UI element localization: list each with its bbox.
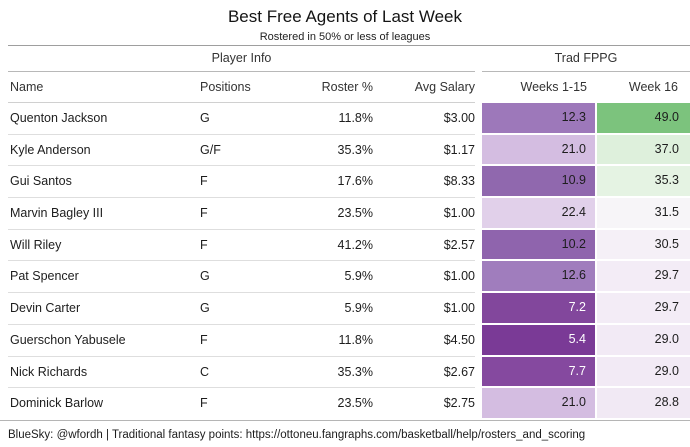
player-name: Marvin Bagley III xyxy=(8,198,200,230)
player-positions: G xyxy=(200,293,280,325)
roster-pct: 17.6% xyxy=(280,166,373,199)
avg-salary: $1.00 xyxy=(373,293,475,325)
weeks-1-15-value: 7.2 xyxy=(482,293,595,325)
week-16-value: 35.3 xyxy=(597,166,690,199)
week-16-value: 31.5 xyxy=(597,198,690,230)
avg-salary: $1.17 xyxy=(373,135,475,167)
col-header-positions: Positions xyxy=(200,72,280,103)
avg-salary: $2.57 xyxy=(373,230,475,262)
week-16-value: 49.0 xyxy=(597,103,690,135)
col-header-name: Name xyxy=(8,72,200,103)
player-name: Dominick Barlow xyxy=(10,396,104,411)
player-positions: F xyxy=(200,198,280,230)
player-name: Guerschon Yabusele xyxy=(8,325,200,357)
week-16-value: 37.0 xyxy=(597,134,690,167)
page-subtitle: Rostered in 50% or less of leagues xyxy=(259,31,431,43)
col-header-avg-salary: Avg Salary xyxy=(373,72,475,103)
week-16-value: 29.7 xyxy=(597,261,690,294)
roster-pct: 23.5% xyxy=(337,396,373,411)
player-name: Quenton Jackson xyxy=(8,103,200,135)
footer-credit: BlueSky: @wfordh | Traditional fantasy p… xyxy=(8,428,586,441)
avg-salary: $3.00 xyxy=(373,103,475,135)
roster-pct: 11.8% xyxy=(280,103,373,135)
player-positions: G/F xyxy=(200,135,280,167)
weeks-1-15-value: 12.3 xyxy=(482,103,595,135)
weeks-1-15-value: 22.4 xyxy=(482,198,595,230)
column-group-player-info: Player Info xyxy=(8,46,475,72)
week-16-value: 29.0 xyxy=(597,324,690,357)
player-name: Gui Santos xyxy=(8,166,200,199)
footer-divider xyxy=(0,419,690,421)
player-positions: F xyxy=(200,396,208,411)
column-group-trad-fppg: Trad FPPG xyxy=(482,46,690,72)
player-positions: F xyxy=(200,166,280,199)
roster-pct: 5.9% xyxy=(280,261,373,294)
week-16-value: 28.8 xyxy=(597,388,690,420)
column-group-gap xyxy=(475,46,482,72)
player-name: Will Riley xyxy=(8,230,200,262)
player-positions: F xyxy=(200,325,280,357)
player-positions: C xyxy=(200,357,280,389)
roster-pct: 23.5% xyxy=(280,198,373,230)
weeks-1-15-value: 10.2 xyxy=(482,229,595,262)
col-header-week-16: Week 16 xyxy=(628,80,678,94)
roster-pct: 41.2% xyxy=(280,230,373,262)
roster-pct: 35.3% xyxy=(280,357,373,389)
weeks-1-15-value: 21.0 xyxy=(482,134,595,167)
avg-salary: $1.00 xyxy=(373,198,475,230)
col-header-weeks-1-15: Weeks 1-15 xyxy=(520,80,587,94)
avg-salary: $8.33 xyxy=(373,166,475,199)
weeks-1-15-value: 12.6 xyxy=(482,261,595,294)
player-positions: G xyxy=(200,103,280,135)
free-agents-table: Player Info Trad FPPG Name Positions Ros… xyxy=(8,45,690,420)
page-title: Best Free Agents of Last Week xyxy=(227,7,463,26)
player-positions: G xyxy=(200,261,280,294)
week-16-value: 30.5 xyxy=(597,229,690,262)
week-16-value: 29.7 xyxy=(597,293,690,325)
weeks-1-15-value: 21.0 xyxy=(482,388,595,420)
player-name: Pat Spencer xyxy=(8,261,200,294)
player-positions: F xyxy=(200,230,280,262)
player-name: Nick Richards xyxy=(8,357,200,389)
avg-salary: $2.75 xyxy=(443,396,475,411)
col-header-roster-pct: Roster % xyxy=(280,72,373,103)
roster-pct: 11.8% xyxy=(280,325,373,357)
roster-pct: 35.3% xyxy=(280,135,373,167)
avg-salary: $2.67 xyxy=(373,357,475,389)
player-name: Devin Carter xyxy=(8,293,200,325)
weeks-1-15-value: 10.9 xyxy=(482,166,595,199)
avg-salary: $4.50 xyxy=(373,325,475,357)
roster-pct: 5.9% xyxy=(280,293,373,325)
week-16-value: 29.0 xyxy=(597,356,690,389)
weeks-1-15-value: 7.7 xyxy=(482,356,595,389)
player-name: Kyle Anderson xyxy=(8,135,200,167)
avg-salary: $1.00 xyxy=(373,261,475,294)
weeks-1-15-value: 5.4 xyxy=(482,324,595,357)
